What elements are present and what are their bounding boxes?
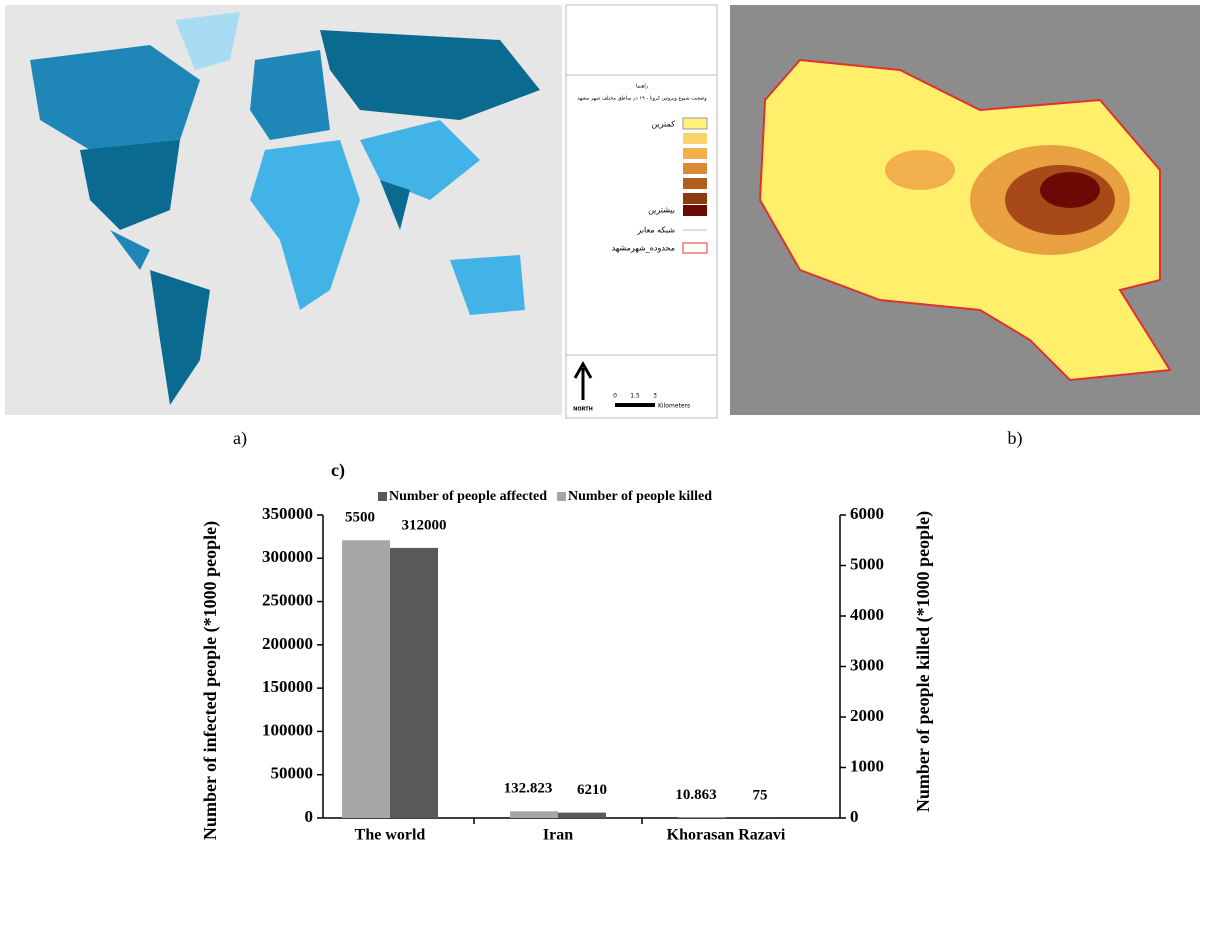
panel-label: c) [331, 460, 345, 481]
legend-swatch [378, 492, 387, 501]
x-tick-label: The world [355, 827, 426, 844]
legend-subtitle: وضعیت شیوع ویروس کرونا - ۱۹ در مناطق مخت… [577, 96, 707, 102]
scale-label: 0 [613, 393, 617, 400]
y-tick-label: 100000 [262, 720, 313, 739]
legend-title: راهنما [636, 84, 649, 90]
city-map [730, 5, 1200, 415]
y-tick-label: 250000 [262, 590, 313, 609]
legend-label: Number of people killed [568, 489, 712, 504]
legend-roads: شبکه معابر [636, 226, 675, 235]
y2-tick-label: 0 [850, 807, 859, 826]
scale-unit: Kilometers [658, 403, 690, 410]
panel-label: a) [233, 428, 247, 449]
legend-swatch [557, 492, 566, 501]
bar [558, 813, 606, 818]
scale-label: 1.5 [630, 393, 640, 400]
bar [390, 548, 438, 818]
y-tick-label: 50000 [271, 764, 314, 783]
y-tick-label: 0 [305, 807, 314, 826]
legend-label: Number of people affected [389, 489, 547, 504]
data-label: 75 [753, 787, 768, 803]
y2-tick-label: 3000 [850, 655, 884, 674]
data-label: 5500 [345, 510, 375, 526]
bar [510, 811, 558, 818]
y-tick-label: 150000 [262, 677, 313, 696]
y-axis-title: Number of infected people (*1000 people) [200, 521, 221, 840]
y-tick-label: 300000 [262, 547, 313, 566]
legend-high: بیشترین [648, 206, 675, 215]
data-label: 10.863 [675, 787, 716, 803]
data-label: 6210 [577, 782, 607, 798]
y2-tick-label: 4000 [850, 605, 884, 624]
data-label: 132.823 [504, 781, 553, 797]
y2-tick-label: 2000 [850, 706, 884, 725]
panel-label: b) [1008, 428, 1023, 449]
world-map [5, 5, 562, 415]
data-label: 312000 [402, 517, 447, 533]
x-tick-label: Khorasan Razavi [667, 827, 786, 844]
y-tick-label: 350000 [262, 504, 313, 523]
y2-tick-label: 6000 [850, 504, 884, 523]
y-tick-label: 200000 [262, 634, 313, 653]
y2-tick-label: 1000 [850, 756, 884, 775]
y2-tick-label: 5000 [850, 554, 884, 573]
legend-low: کمترین [651, 120, 675, 129]
bar [678, 817, 726, 818]
bar [342, 540, 390, 818]
y2-axis-title: Number of people killed (*1000 people) [913, 511, 934, 812]
x-tick-label: Iran [543, 827, 573, 844]
scale-label: 3 [653, 393, 657, 400]
chart: 0500001000001500002000002500003000003500… [200, 489, 934, 843]
legend-boundary: محدوده_شهرمشهد [612, 244, 675, 253]
north-label: NORTH [573, 407, 593, 413]
map-legend: راهنما وضعیت شیوع ویروس کرونا - ۱۹ در من… [566, 5, 717, 418]
